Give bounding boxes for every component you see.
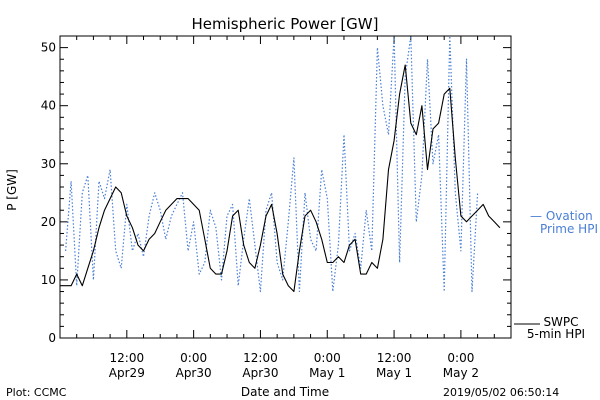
x-tick-time-label: 0:00 — [447, 351, 474, 365]
chart-title: Hemispheric Power [GW] — [192, 15, 379, 33]
x-tick-date-label: Apr29 — [109, 366, 145, 380]
x-tick-date-label: May 1 — [309, 366, 345, 380]
y-tick-label: 50 — [41, 41, 56, 55]
y-axis-label: P [GW] — [5, 169, 19, 211]
x-tick-time-label: 12:00 — [243, 351, 278, 365]
plot-frame — [59, 35, 512, 339]
series-layer — [60, 35, 501, 293]
y-tick-label: 40 — [41, 99, 56, 113]
x-tick-date-label: May 2 — [443, 366, 479, 380]
y-tick-label: 0 — [48, 331, 56, 345]
x-tick-time-label: 12:00 — [110, 351, 145, 365]
x-tick-time-label: 0:00 — [180, 351, 207, 365]
x-tick-date-label: Apr30 — [242, 366, 278, 380]
x-tick-time-label: 0:00 — [314, 351, 341, 365]
x-tick-date-label: Apr30 — [176, 366, 212, 380]
legend-swpc-label-line2: 5-min HPI — [527, 327, 585, 341]
swpc-hpi-line — [60, 64, 501, 293]
x-tick-date-label: May 1 — [376, 366, 412, 380]
y-tick-label: 10 — [41, 273, 56, 287]
x-axis-label: Date and Time — [241, 385, 329, 399]
y-axis-ticks: 0 10 20 30 40 50 — [41, 35, 511, 345]
legend-ovation-label-line2: Prime HPI — [540, 222, 598, 236]
x-tick-time-label: 12:00 — [377, 351, 412, 365]
legend-ovation-label-line1: — Ovation — [530, 209, 593, 223]
legend-swpc-label-line1: SWPC — [543, 315, 578, 329]
plot-timestamp: 2019/05/02 06:50:14 — [443, 386, 559, 399]
ovation-prime-hpi-line — [65, 35, 479, 293]
plot-credit: Plot: CCMC — [6, 386, 67, 399]
y-tick-label: 20 — [41, 215, 56, 229]
y-tick-label: 30 — [41, 157, 56, 171]
